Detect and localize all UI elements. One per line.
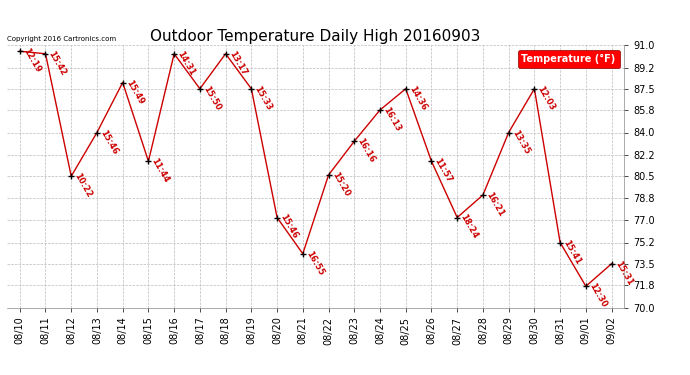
Text: 16:21: 16:21 xyxy=(484,190,506,218)
Text: 14:36: 14:36 xyxy=(407,84,428,112)
Text: 16:55: 16:55 xyxy=(304,249,325,277)
Text: 12:03: 12:03 xyxy=(535,84,557,112)
Text: 14:31: 14:31 xyxy=(175,49,197,77)
Text: 15:42: 15:42 xyxy=(47,49,68,77)
Text: 15:46: 15:46 xyxy=(98,128,119,156)
Text: 13:17: 13:17 xyxy=(227,49,248,77)
Text: 15:46: 15:46 xyxy=(278,213,299,241)
Text: 15:50: 15:50 xyxy=(201,84,222,112)
Text: 16:13: 16:13 xyxy=(382,105,402,133)
Text: 15:20: 15:20 xyxy=(330,171,351,198)
Legend: Temperature (°F): Temperature (°F) xyxy=(518,50,620,68)
Text: 13:35: 13:35 xyxy=(510,128,531,156)
Text: 15:49: 15:49 xyxy=(124,78,145,106)
Text: 18:24: 18:24 xyxy=(458,213,480,241)
Text: 15:41: 15:41 xyxy=(562,238,582,266)
Text: 10:22: 10:22 xyxy=(72,172,94,200)
Text: 16:16: 16:16 xyxy=(355,137,377,165)
Text: 12:30: 12:30 xyxy=(587,282,609,309)
Text: Copyright 2016 Cartronics.com: Copyright 2016 Cartronics.com xyxy=(7,36,116,42)
Text: 11:57: 11:57 xyxy=(433,157,454,184)
Text: 12:19: 12:19 xyxy=(21,47,42,74)
Title: Outdoor Temperature Daily High 20160903: Outdoor Temperature Daily High 20160903 xyxy=(150,29,481,44)
Text: 15:33: 15:33 xyxy=(253,84,274,112)
Text: 11:44: 11:44 xyxy=(150,157,171,184)
Text: 15:31: 15:31 xyxy=(613,259,634,287)
